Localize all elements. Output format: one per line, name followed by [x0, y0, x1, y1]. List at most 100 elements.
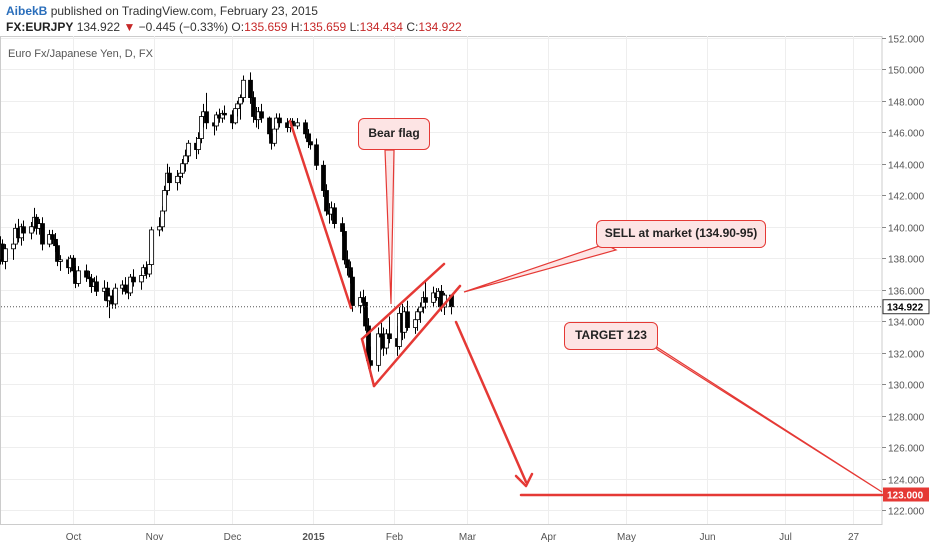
- candle-body: [321, 164, 326, 191]
- y-tick-label: 130.000: [888, 381, 925, 392]
- open-value: 135.659: [244, 20, 288, 34]
- candle-body: [348, 267, 353, 278]
- candle-body: [94, 281, 99, 292]
- candle-body: [332, 207, 337, 225]
- candle-body: [306, 133, 311, 143]
- target-price-tag: [883, 487, 929, 502]
- high-value: 135.659: [302, 20, 347, 34]
- time-axis[interactable]: Oct Nov Dec 2015 Feb Mar Apr May Jun Jul 27: [66, 532, 860, 543]
- candle-body: [345, 259, 350, 269]
- x-tick-label: 2015: [302, 532, 325, 543]
- sell-pointer: [463, 243, 618, 293]
- candle-body: [183, 155, 188, 165]
- candle-body: [204, 111, 209, 124]
- x-tick-label: Jun: [699, 532, 715, 543]
- candle-body: [199, 116, 204, 139]
- candle-body: [418, 306, 423, 313]
- last-price-tag-label: 134.922: [887, 303, 924, 314]
- candlestick-series: [0, 72, 454, 377]
- annotation-drawings: [1, 119, 884, 497]
- arrow-head-icon: [514, 472, 534, 488]
- candle-body: [214, 114, 219, 127]
- x-tick-label: Dec: [224, 532, 242, 543]
- sell-callout[interactable]: SELL at market (134.90-95): [596, 220, 766, 248]
- candle-body: [113, 287, 118, 305]
- candle-body: [238, 97, 243, 105]
- candle-body: [50, 234, 55, 240]
- y-tick-label: 134.000: [888, 318, 925, 329]
- candle-body: [29, 226, 34, 234]
- candle-body: [235, 103, 240, 110]
- target-callout[interactable]: TARGET 123: [564, 322, 658, 350]
- target-price-tag-label: 123.000: [887, 491, 924, 502]
- y-tick-label: 150.000: [888, 66, 925, 77]
- candle-body: [241, 79, 246, 99]
- candle-body: [272, 128, 277, 144]
- candle-body: [295, 122, 300, 127]
- x-tick-label: Jul: [779, 532, 792, 543]
- candle-body: [180, 163, 185, 174]
- x-tick-label: Oct: [66, 532, 82, 543]
- candle-body: [259, 111, 264, 119]
- candle-body: [11, 243, 16, 250]
- author-link[interactable]: AibekB: [6, 4, 48, 18]
- x-tick-label: 27: [848, 532, 860, 543]
- candle-body: [175, 175, 180, 184]
- low-value: 134.434: [359, 20, 403, 34]
- candle-body: [76, 270, 81, 284]
- price-axis[interactable]: 122.000 124.000 126.000 128.000 130.000 132.0…: [882, 35, 930, 518]
- y-tick-label: 152.000: [888, 35, 925, 46]
- candle-body: [58, 259, 63, 262]
- candle-body: [196, 138, 201, 150]
- y-tick-label: 128.000: [888, 413, 925, 424]
- target-pointer: [651, 343, 883, 493]
- candle-body: [324, 190, 329, 212]
- flag-pole-line: [288, 119, 353, 310]
- candle-body: [277, 117, 282, 124]
- candle-body: [139, 275, 144, 283]
- candle-body: [361, 297, 366, 303]
- candle-body: [186, 142, 191, 157]
- candle-body: [21, 226, 26, 234]
- plot-frame: [0, 36, 883, 525]
- bear-flag-pointer: [384, 149, 395, 305]
- candle-body: [128, 276, 133, 294]
- candle-body: [149, 229, 154, 265]
- candle-body: [308, 141, 313, 146]
- bear-flag-callout[interactable]: Bear flag: [358, 118, 430, 150]
- y-tick-label: 122.000: [888, 507, 925, 518]
- x-tick-label: Feb: [386, 532, 404, 543]
- candle-body: [405, 311, 410, 328]
- candle-body: [423, 297, 428, 303]
- flag-lower-line: [372, 284, 462, 388]
- y-tick-label: 148.000: [888, 98, 925, 109]
- down-arrow-icon: ▼: [123, 20, 136, 34]
- symbol-name[interactable]: FX:EURJPY: [6, 20, 74, 34]
- candle-body: [53, 238, 58, 247]
- publish-info: AibekB published on TradingView.com, Feb…: [6, 4, 318, 18]
- sell-arrow-line: [454, 320, 528, 484]
- candle-body: [131, 276, 136, 283]
- candle-body: [376, 333, 381, 366]
- candle-body: [233, 108, 238, 124]
- candle-body: [178, 172, 183, 177]
- y-tick-label: 136.000: [888, 287, 925, 298]
- y-tick-label: 146.000: [888, 129, 925, 140]
- symbol-quote-line: FX:EURJPY 134.922 ▼ −0.445 (−0.33%) O:13…: [6, 20, 462, 34]
- candle-body: [384, 333, 389, 349]
- candle-body: [413, 319, 418, 328]
- y-tick-label: 126.000: [888, 444, 925, 455]
- candle-body: [147, 264, 152, 275]
- candle-body: [3, 248, 8, 262]
- price-change: −0.445 (−0.33%): [138, 20, 229, 34]
- candle-body: [350, 276, 355, 306]
- last-price: 134.922: [76, 20, 121, 34]
- candle-body: [363, 301, 368, 327]
- candle-body: [160, 210, 165, 228]
- candle-body: [167, 172, 172, 184]
- flag-left-line: [360, 337, 376, 388]
- y-tick-label: 132.000: [888, 350, 925, 361]
- y-tick-label: 144.000: [888, 161, 925, 172]
- candle-body: [379, 333, 384, 338]
